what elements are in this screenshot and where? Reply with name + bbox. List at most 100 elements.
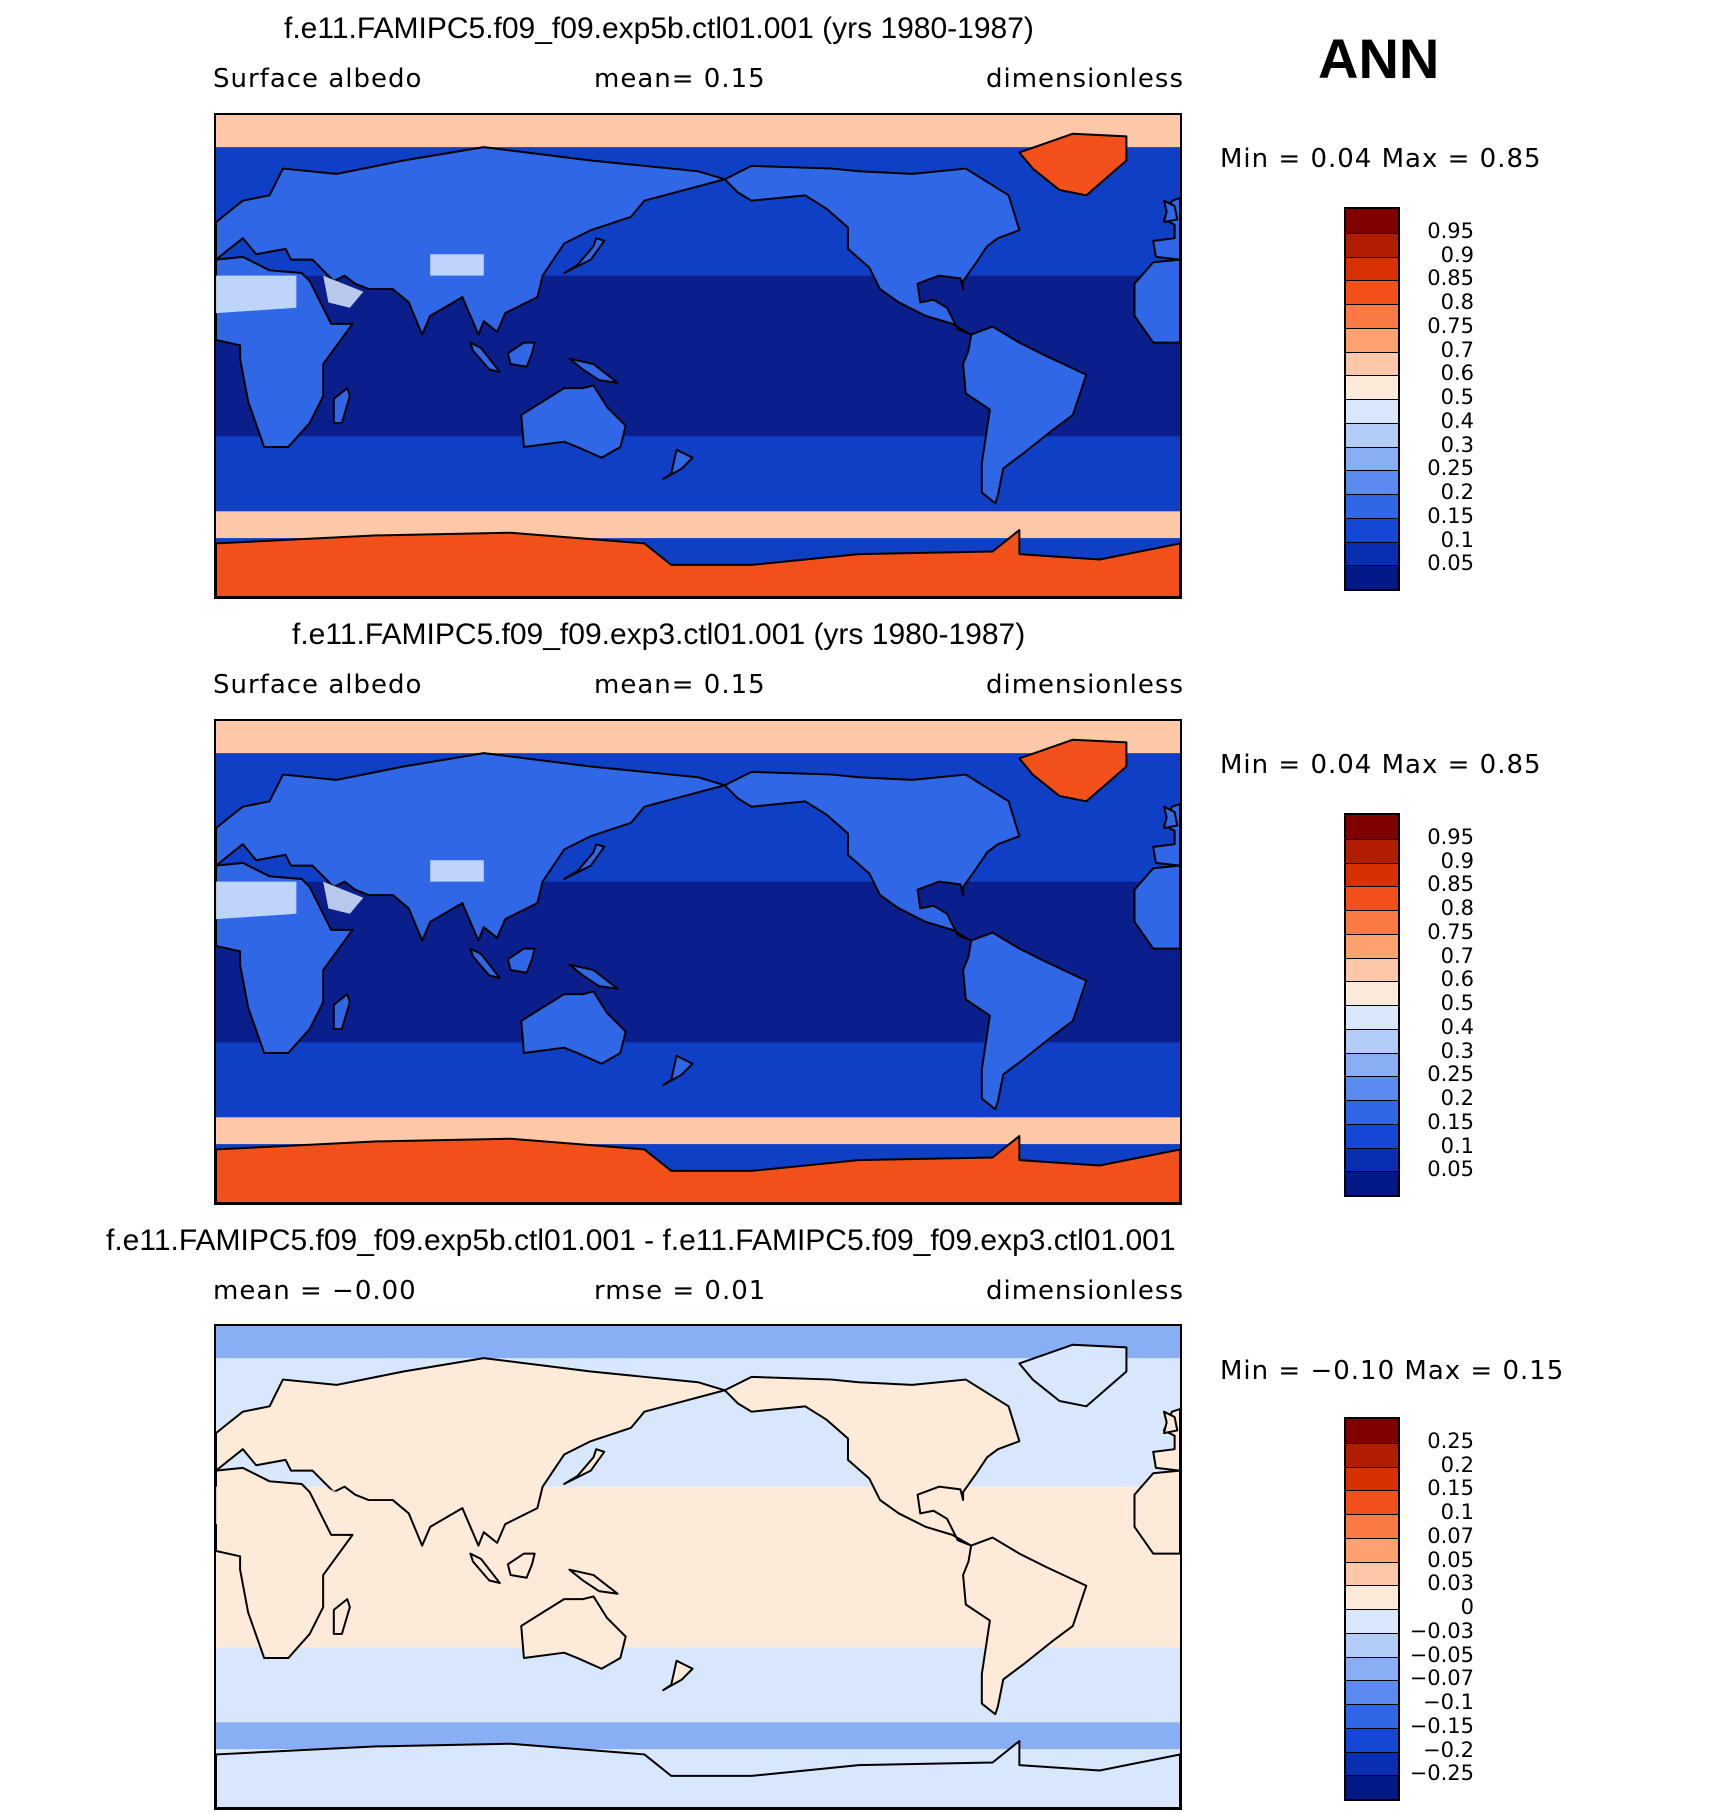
colorbar-tick-label: 0.7 <box>1440 337 1474 362</box>
panel-title: f.e11.FAMIPC5.f09_f09.exp3.ctl01.001 (yr… <box>292 618 1026 651</box>
colorbar <box>1344 813 1400 1197</box>
newguinea-outline <box>568 357 619 384</box>
high-albedo-land-region <box>323 1486 364 1519</box>
map-canvas <box>216 115 1180 597</box>
colorbar-swatch <box>1346 494 1398 518</box>
colorbar-swatch <box>1346 209 1398 233</box>
antarctic-sea-ice-band <box>216 1722 1180 1750</box>
colorbar-swatch <box>1346 1147 1398 1172</box>
difference-map <box>214 1324 1182 1810</box>
colorbar-tick-label: 0.85 <box>1427 872 1474 897</box>
panel-title: f.e11.FAMIPC5.f09_f09.exp5b.ctl01.001 - … <box>106 1224 1176 1257</box>
colorbar-swatch <box>1346 1609 1398 1633</box>
mean-label: mean= 0.15 <box>594 670 766 700</box>
namerica-outline <box>723 164 1021 336</box>
newzealand-outline <box>662 1054 694 1087</box>
colorbar-swatch <box>1346 1775 1398 1799</box>
high-albedo-land-region <box>430 860 484 882</box>
colorbar-tick-label: 0.05 <box>1427 1157 1474 1182</box>
madagascar-outline <box>332 993 351 1030</box>
colorbar-tick-label: 0.3 <box>1440 1038 1474 1063</box>
samerica-outline <box>962 1536 1088 1716</box>
colorbar-swatch <box>1346 565 1398 589</box>
colorbar-tick-label: 0.8 <box>1440 290 1474 314</box>
australia-outline <box>520 990 627 1065</box>
map-canvas <box>216 721 1180 1203</box>
newzealand-outline <box>662 448 694 481</box>
rmse-label: rmse = 0.01 <box>594 1276 767 1306</box>
samerica-outline <box>962 325 1088 505</box>
colorbar-tick-label: −0.25 <box>1409 1761 1474 1786</box>
sumatra-outline <box>469 947 501 980</box>
antarctic-sea-ice-band <box>216 1117 1180 1145</box>
units-label: dimensionless <box>986 1276 1184 1306</box>
colorbar-swatch <box>1346 838 1398 863</box>
colorbar-tick-label: 0.75 <box>1427 919 1474 944</box>
colorbar-tick-label: 0.25 <box>1427 456 1474 481</box>
panel-title: f.e11.FAMIPC5.f09_f09.exp5b.ctl01.001 (y… <box>284 12 1034 45</box>
britain-outline <box>1162 199 1179 224</box>
colorbar-swatch <box>1346 375 1398 399</box>
min-max-label: Min = 0.04 Max = 0.85 <box>1220 144 1542 174</box>
australia-outline <box>520 384 627 459</box>
colorbar-swatch <box>1346 1052 1398 1077</box>
variable-label: Surface albedo <box>213 64 423 94</box>
map-canvas <box>216 1326 1180 1808</box>
colorbar-swatch <box>1346 1028 1398 1053</box>
greenland-outline <box>1018 1343 1128 1408</box>
colorbar-swatch <box>1346 327 1398 352</box>
colorbar-tick-label: 0 <box>1460 1595 1474 1619</box>
namerica-outline <box>723 770 1021 942</box>
colorbar-swatch <box>1346 232 1398 257</box>
japan-outline <box>563 1448 606 1485</box>
colorbar-tick-label: 0.7 <box>1440 943 1474 968</box>
colorbar-swatch <box>1346 1704 1398 1728</box>
albedo-map <box>214 719 1182 1205</box>
greenland-outline <box>1018 132 1128 197</box>
britain-outline <box>1162 805 1179 830</box>
colorbar-tick-label: −0.05 <box>1409 1642 1474 1667</box>
colorbar-swatch <box>1346 815 1398 839</box>
colorbar-swatch <box>1346 517 1398 542</box>
colorbar-swatch <box>1346 886 1398 910</box>
antarctica-outline <box>216 529 1180 597</box>
colorbar-swatch <box>1346 1727 1398 1752</box>
colorbar-tick-label: 0.9 <box>1440 848 1474 873</box>
high-albedo-land-region <box>216 881 297 920</box>
colorbar-tick-label: 0.1 <box>1440 1133 1474 1158</box>
borneo-outline <box>506 947 536 974</box>
colorbar-swatch <box>1346 1656 1398 1681</box>
colorbar-swatch <box>1346 280 1398 304</box>
colorbar-tick-label: 0.05 <box>1427 1547 1474 1572</box>
eurasia-outline <box>216 752 726 942</box>
colorbar-swatch <box>1346 1632 1398 1657</box>
borneo-outline <box>506 1552 536 1579</box>
colorbar-swatch <box>1346 1537 1398 1562</box>
colorbar-swatch <box>1346 1585 1398 1609</box>
colorbar-tick-label: 0.3 <box>1440 432 1474 457</box>
colorbar-tick-label: 0.15 <box>1427 1476 1474 1501</box>
colorbar-tick-label: 0.05 <box>1427 551 1474 576</box>
colorbar-tick-label: 0.9 <box>1440 242 1474 267</box>
colorbar-swatch <box>1346 1561 1398 1586</box>
arctic-sea-ice-band <box>216 721 1180 754</box>
colorbar <box>1344 207 1400 591</box>
colorbar-tick-label: 0.6 <box>1440 361 1474 386</box>
colorbar-swatch <box>1346 470 1398 494</box>
antarctica-outline <box>216 1135 1180 1203</box>
colorbar-tick-label: 0.75 <box>1427 313 1474 338</box>
colorbar-swatch <box>1346 1171 1398 1195</box>
newzealand-outline <box>662 1659 694 1692</box>
africa_w-outline <box>1133 258 1180 344</box>
units-label: dimensionless <box>986 64 1184 94</box>
colorbar-tick-label: 0.15 <box>1427 1109 1474 1134</box>
colorbar-tick-label: 0.85 <box>1427 266 1474 291</box>
colorbar-tick-label: 0.8 <box>1440 896 1474 920</box>
colorbar-swatch <box>1346 304 1398 328</box>
season-label: ANN <box>1318 27 1440 90</box>
colorbar-tick-label: 0.95 <box>1427 824 1474 849</box>
colorbar-tick-label: 0.2 <box>1440 1086 1474 1110</box>
colorbar-swatch <box>1346 981 1398 1005</box>
africa_w-outline <box>1133 1469 1180 1555</box>
mean-label: mean= 0.15 <box>594 64 766 94</box>
